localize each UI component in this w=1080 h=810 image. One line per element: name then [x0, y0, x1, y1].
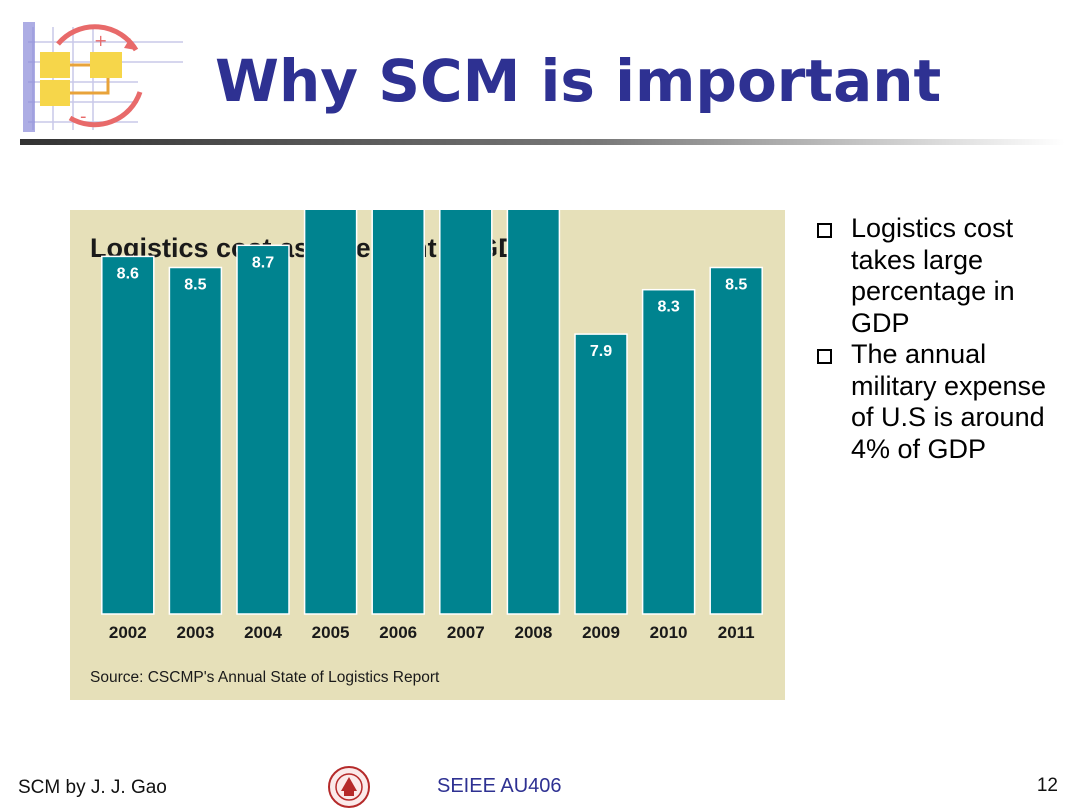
- bar-2006: [371, 210, 425, 615]
- chart-panel: Logistics cost as a percent of GDP 8.68.…: [70, 210, 785, 700]
- bar-2003: [168, 266, 223, 615]
- x-tick-2007: 2007: [447, 623, 485, 642]
- title-divider: [20, 139, 1065, 145]
- x-tick-2008: 2008: [514, 623, 552, 642]
- value-label-2009: 7.9: [590, 343, 612, 360]
- footer-course: SEIEE AU406: [437, 775, 562, 797]
- logo-icon: + -: [23, 22, 183, 132]
- value-label-2011: 8.5: [725, 277, 747, 294]
- chart-source: Source: CSCMP's Annual State of Logistic…: [90, 669, 440, 686]
- bar-2002: [101, 255, 155, 615]
- bullet-item: The annual military expense of U.S is ar…: [815, 339, 1065, 465]
- value-label-2010: 8.3: [657, 299, 679, 316]
- x-tick-2005: 2005: [312, 623, 350, 642]
- x-tick-2010: 2010: [650, 623, 688, 642]
- x-tick-2006: 2006: [379, 623, 417, 642]
- bullet-list: Logistics cost takes large percentage in…: [815, 213, 1065, 466]
- bullet-text: The annual military expense of U.S is ar…: [851, 339, 1047, 465]
- x-tick-2004: 2004: [244, 623, 282, 642]
- value-label-2004: 8.7: [252, 254, 274, 271]
- bar-chart: Logistics cost as a percent of GDP 8.68.…: [90, 210, 763, 686]
- bar-2009: [574, 333, 628, 615]
- x-tick-2003: 2003: [176, 623, 214, 642]
- value-labels: 8.68.58.79.39.89.99.47.98.38.5: [117, 254, 748, 360]
- page-number: 12: [1036, 775, 1058, 796]
- square-bullet-icon: [817, 223, 832, 238]
- x-tick-2011: 2011: [718, 623, 755, 642]
- bar-2005: [303, 210, 358, 615]
- x-tick-2002: 2002: [109, 623, 147, 642]
- value-label-2003: 8.5: [184, 277, 206, 294]
- bullet-item: Logistics cost takes large percentage in…: [815, 213, 1065, 339]
- x-axis-ticks: 2002 2003 2004 2005 2006 2007 2008 2009 2010 2011: [109, 623, 755, 642]
- svg-text:+: +: [94, 31, 107, 50]
- square-bullet-icon: [817, 349, 832, 365]
- svg-text:-: -: [80, 106, 87, 127]
- value-label-2002: 8.6: [117, 265, 139, 282]
- bar-2008: [506, 210, 561, 615]
- bar-2011: [709, 266, 763, 615]
- university-seal-icon: [328, 766, 370, 808]
- x-tick-2009: 2009: [582, 623, 620, 642]
- bars-group: [101, 210, 763, 615]
- bar-2007: [439, 210, 493, 615]
- bullet-text: Logistics cost takes large percentage in…: [851, 213, 1015, 338]
- bar-2010: [641, 288, 696, 615]
- footer-author: SCM by J. J. Gao: [18, 777, 167, 798]
- bar-2004: [236, 244, 290, 615]
- slide-title: Why SCM is important: [215, 47, 942, 115]
